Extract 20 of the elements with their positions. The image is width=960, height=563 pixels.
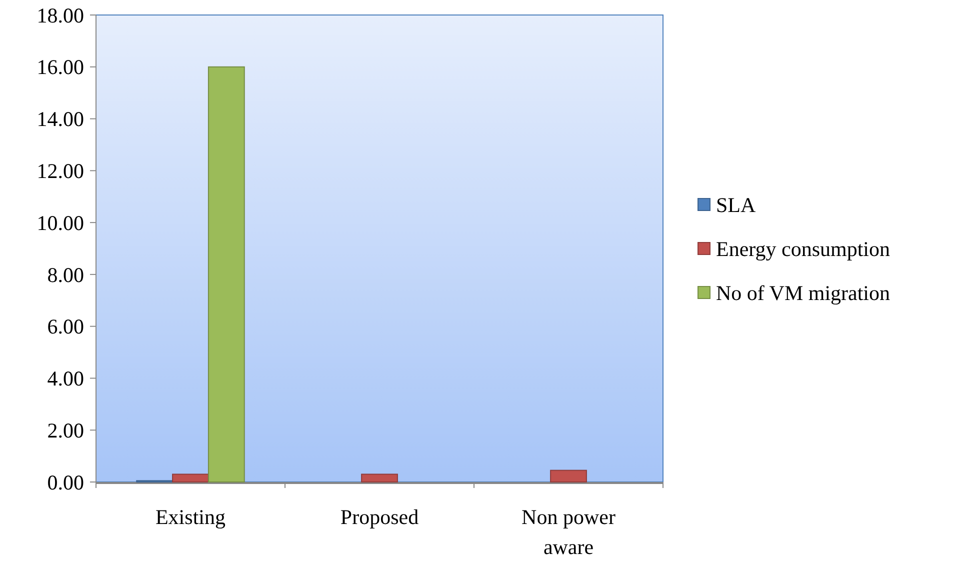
y-tick-label: 14.00 [36,107,84,132]
y-tick-label: 8.00 [47,262,84,287]
legend-label: SLA [716,192,757,217]
bar [208,66,245,482]
y-tick-label: 6.00 [47,314,84,339]
y-tick-label: 18.00 [36,3,84,28]
legend-label: Energy consumption [716,236,891,261]
legend-label: No of VM migration [716,280,891,305]
y-tick-label: 0.00 [47,470,84,494]
y-tick-label: 10.00 [36,210,84,235]
bar [361,474,398,482]
x-tick-label: Proposed [340,505,420,529]
x-tick-label: Non power aware [522,505,616,559]
bar [172,474,209,482]
y-tick-label: 2.00 [47,418,84,442]
x-tick-label: Existing [155,505,226,529]
bar [550,470,587,482]
y-tick-label: 12.00 [36,159,84,184]
y-tick-label: 16.00 [36,55,84,80]
y-tick-label: 4.00 [47,366,84,391]
